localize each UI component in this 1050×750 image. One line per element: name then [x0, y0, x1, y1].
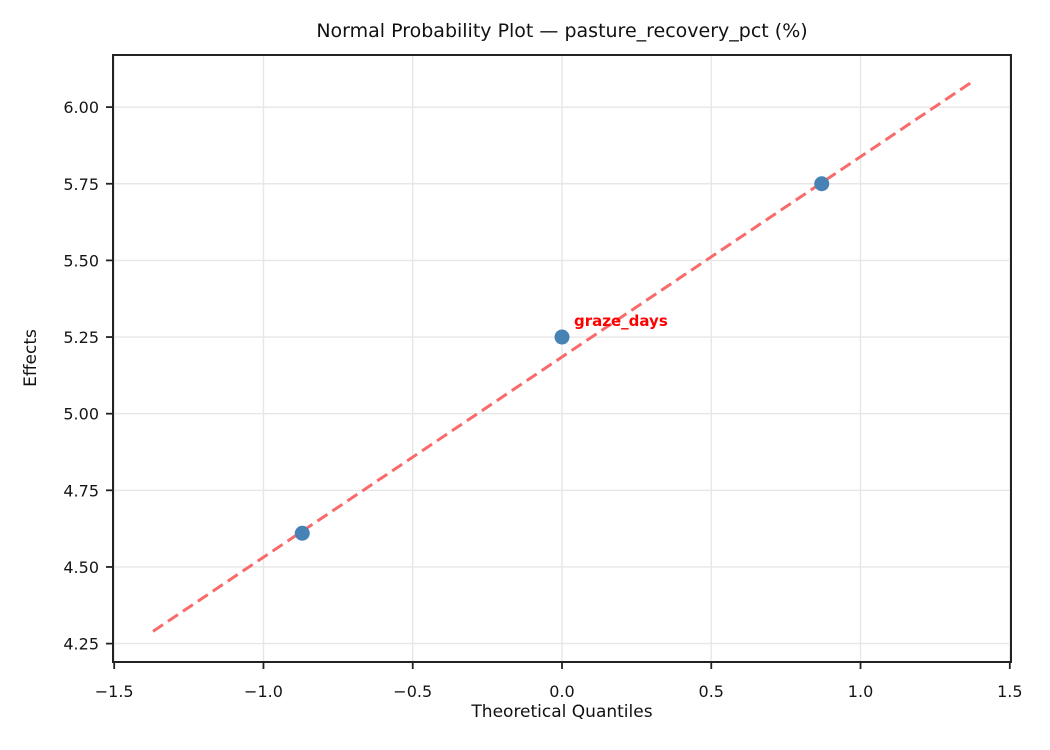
- chart-title: Normal Probability Plot — pasture_recove…: [316, 20, 808, 42]
- y-axis-label: Effects: [21, 329, 41, 387]
- data-point: [554, 329, 570, 345]
- y-tick-label: 5.50: [63, 251, 99, 270]
- x-tick-label: −1.5: [95, 682, 134, 701]
- y-tick-label: 4.75: [63, 481, 99, 500]
- y-tick-label: 6.00: [63, 98, 99, 117]
- x-tick-label: 1.5: [997, 682, 1022, 701]
- data-point: [814, 176, 830, 192]
- x-tick-label: 0.0: [549, 682, 574, 701]
- axes-spines: [112, 54, 1012, 663]
- y-tick-label: 5.00: [63, 405, 99, 424]
- x-tick-label: 0.5: [699, 682, 724, 701]
- y-tick-label: 5.25: [63, 328, 99, 347]
- x-tick-label: −1.0: [244, 682, 283, 701]
- data-point: [294, 525, 310, 541]
- point-annotation-graze-days: graze_days: [574, 312, 668, 331]
- y-tick-label: 4.50: [63, 558, 99, 577]
- fit-line: [152, 81, 972, 633]
- x-tick-label: −0.5: [393, 682, 432, 701]
- x-tick-label: 1.0: [848, 682, 873, 701]
- y-tick-label: 5.75: [63, 175, 99, 194]
- x-axis-label: Theoretical Quantiles: [471, 702, 653, 722]
- y-tick-label: 4.25: [63, 635, 99, 654]
